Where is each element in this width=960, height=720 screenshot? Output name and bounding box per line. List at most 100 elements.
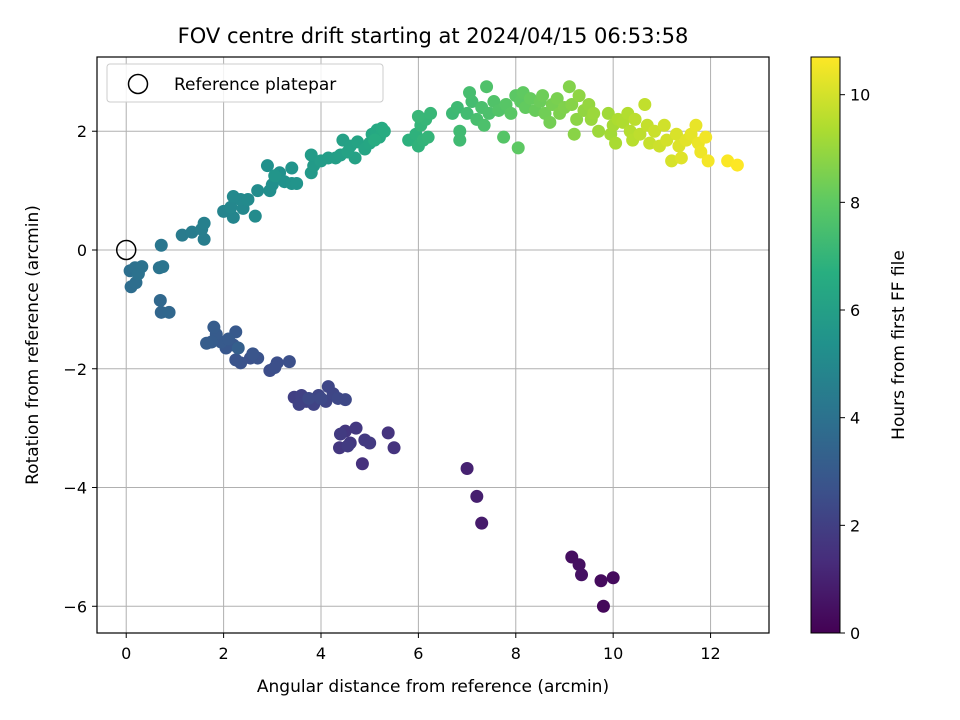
- scatter-point: [606, 571, 620, 585]
- scatter-point: [377, 124, 391, 138]
- colorbar-tick-label: 6: [850, 301, 860, 320]
- scatter-point: [450, 100, 464, 114]
- scatter-point: [241, 193, 255, 207]
- scatter-point: [341, 439, 355, 453]
- y-tick-label: −6: [63, 597, 87, 616]
- scatter-point: [224, 200, 238, 214]
- colorbar-tick-label: 2: [850, 516, 860, 535]
- legend-marker: [127, 73, 149, 95]
- scatter-point: [231, 341, 245, 355]
- colorbar: 0 2 4 6 8 10 Hours from first FF file: [810, 56, 909, 643]
- y-axis-label: Rotation from reference (arcmin): [23, 205, 43, 485]
- x-axis-label: Angular distance from reference (arcmin): [257, 677, 609, 697]
- y-tick-label: 0: [77, 241, 87, 260]
- y-tick-label: 2: [77, 122, 87, 141]
- scatter-point: [694, 145, 708, 159]
- scatter-point: [248, 209, 262, 223]
- scatter-point: [207, 320, 221, 334]
- scatter-point: [162, 305, 176, 319]
- scatter-point: [596, 599, 610, 613]
- scatter-point: [601, 106, 615, 120]
- scatter-point: [567, 127, 581, 141]
- scatter-point: [355, 457, 369, 471]
- scatter-point: [153, 293, 167, 307]
- scatter-point: [246, 347, 260, 361]
- scatter-point: [730, 158, 744, 172]
- scatter-point: [424, 106, 438, 120]
- scatter-point: [251, 184, 265, 198]
- scatter-point: [638, 98, 652, 112]
- scatter-point: [550, 92, 564, 106]
- x-tick-label: 0: [121, 644, 131, 663]
- scatter-point: [543, 115, 557, 129]
- colorbar-gradient: [811, 57, 840, 633]
- scatter-point: [648, 124, 662, 138]
- scatter-point: [480, 80, 494, 94]
- scatter-point: [221, 332, 235, 346]
- scatter-point: [154, 238, 168, 252]
- scatter-point: [701, 154, 715, 168]
- scatter-point: [411, 109, 425, 123]
- scatter-point: [475, 516, 489, 530]
- scatter-point: [290, 176, 304, 190]
- colorbar-label: Hours from first FF file: [889, 250, 909, 440]
- scatter-point: [197, 216, 211, 230]
- x-axis-ticks: 0 2 4 6 8 10 12: [121, 633, 721, 663]
- x-tick-label: 4: [316, 644, 326, 663]
- legend: Reference platepar: [106, 63, 384, 103]
- scatter-point: [226, 190, 240, 204]
- scatter-point: [260, 159, 274, 173]
- scatter-point: [633, 127, 647, 141]
- plot-frame: [96, 56, 770, 634]
- scatter-point: [197, 232, 211, 246]
- scatter-point: [282, 355, 296, 369]
- scatter-point: [368, 133, 382, 147]
- scatter-point: [572, 89, 586, 103]
- scatter-point: [285, 161, 299, 175]
- colorbar-tick-label: 0: [850, 624, 860, 643]
- scatter-point: [292, 397, 306, 411]
- scatter-point: [341, 145, 355, 159]
- scatter-point: [463, 86, 477, 100]
- scatter-point: [609, 136, 623, 150]
- scatter-point: [592, 124, 606, 138]
- scatter-points: [123, 80, 744, 613]
- scatter-point: [338, 393, 352, 407]
- scatter-point: [470, 489, 484, 503]
- colorbar-ticks: 0 2 4 6 8 10: [840, 86, 870, 643]
- scatter-point: [536, 89, 550, 103]
- scatter-point: [477, 118, 491, 132]
- scatter-point: [689, 118, 703, 132]
- scatter-point: [572, 558, 586, 572]
- scatter-point: [229, 353, 243, 367]
- scatter-point: [504, 106, 518, 120]
- legend-box: [106, 63, 384, 103]
- scatter-point: [570, 112, 584, 126]
- scatter-point: [453, 124, 467, 138]
- scatter-point: [156, 260, 170, 274]
- scatter-point: [302, 391, 316, 405]
- reference-platepar-marker: [115, 239, 137, 261]
- colorbar-tick-label: 4: [850, 409, 860, 428]
- scatter-point: [587, 106, 601, 120]
- x-tick-label: 8: [511, 644, 521, 663]
- legend-label: Reference platepar: [174, 75, 336, 95]
- scatter-point: [226, 210, 240, 224]
- y-axis-ticks: −6 −4 −2 0 2: [63, 122, 97, 616]
- scatter-point: [304, 148, 318, 162]
- y-tick-label: −4: [63, 479, 87, 498]
- scatter-point: [460, 462, 474, 476]
- x-tick-label: 2: [219, 644, 229, 663]
- colorbar-frame: [810, 56, 841, 634]
- scatter-point: [453, 133, 467, 147]
- scatter-point: [657, 118, 671, 132]
- scatter-point: [669, 127, 683, 141]
- scatter-point: [660, 133, 674, 147]
- scatter-point: [565, 98, 579, 112]
- scatter-point: [721, 154, 735, 168]
- scatter-point: [699, 130, 713, 144]
- scatter-point: [268, 361, 282, 375]
- scatter-point: [135, 260, 149, 274]
- scatter-point: [349, 421, 363, 435]
